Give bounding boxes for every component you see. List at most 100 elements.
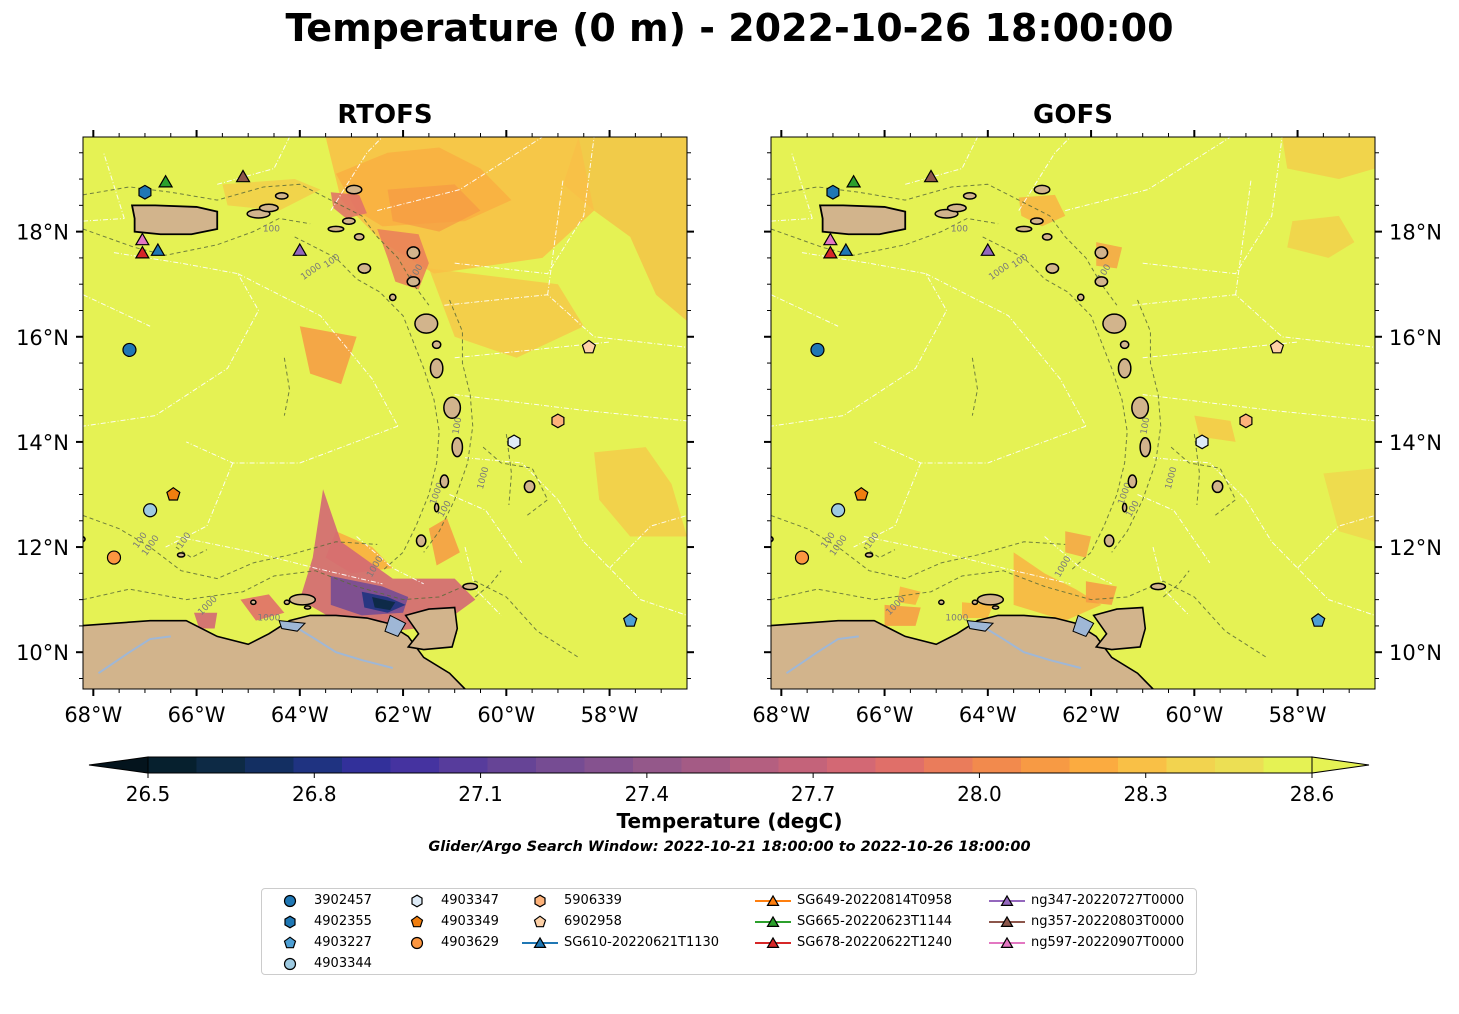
eez-boundary-line <box>863 536 1071 585</box>
legend-label: 4903227 <box>314 935 372 950</box>
island <box>406 276 421 288</box>
x-tick-label: 60°W <box>1165 703 1223 727</box>
y-tick-label: 16°N <box>16 326 69 350</box>
colorbar-tick-label: 27.4 <box>625 782 670 806</box>
lake <box>278 620 307 632</box>
x-tick-label: 64°W <box>959 703 1017 727</box>
eez-boundary-line <box>186 425 399 464</box>
land-south-america <box>771 614 1154 689</box>
colorbar-segment <box>390 757 440 773</box>
x-tick-label: 62°W <box>1062 703 1120 727</box>
island <box>971 599 979 606</box>
search-window-note: Glider/Argo Search Window: 2022-10-21 18… <box>428 839 1031 855</box>
obs-marker-5906339 <box>551 413 565 429</box>
temperature-region <box>1287 215 1355 258</box>
x-tick-label: 68°W <box>752 703 810 727</box>
obs-marker-SG678-20220622T1240 <box>134 245 150 259</box>
eez-boundary-line <box>853 462 922 548</box>
temperature-region <box>563 137 687 321</box>
legend-symbol-triangle <box>766 936 780 948</box>
obs-marker-4903227 <box>622 613 638 627</box>
temperature-region <box>884 604 921 626</box>
temperature-region <box>193 612 218 629</box>
colorbar-segment <box>1215 757 1265 773</box>
isobath-label: 100 <box>451 416 464 435</box>
legend-marker <box>522 936 558 948</box>
island <box>1150 582 1167 591</box>
island <box>341 217 356 226</box>
island <box>443 396 462 420</box>
colorbar-segment <box>827 757 877 773</box>
legend-label: SG610-20220621T1130 <box>564 935 720 950</box>
y-tick-label: 12°N <box>1389 536 1442 560</box>
colorbar-segment <box>245 757 295 773</box>
colorbar-segment <box>875 757 925 773</box>
colorbar-segment <box>1118 757 1168 773</box>
legend-marker <box>284 915 296 929</box>
legend-symbol-triangle <box>766 915 780 927</box>
y-tick-label: 10°N <box>1389 641 1442 665</box>
legend-marker <box>755 936 791 948</box>
colorbar-tick-label: 28.6 <box>1290 782 1335 806</box>
eez-boundary-line <box>330 137 383 211</box>
island-puerto-rico <box>130 204 219 236</box>
eez-boundary-line <box>103 152 125 219</box>
isobath-contour <box>175 546 208 559</box>
island <box>283 599 291 606</box>
island <box>1139 436 1152 458</box>
island-puerto-rico <box>818 204 907 236</box>
obs-marker-ng357-20220803T0000 <box>235 169 251 183</box>
lake <box>966 620 995 632</box>
lake <box>1072 614 1095 638</box>
legend-symbol-pentagon <box>283 936 297 949</box>
eez-boundary-line <box>464 457 559 501</box>
island <box>303 605 312 610</box>
legend-label: 4903347 <box>441 893 499 908</box>
temperature-region <box>1065 531 1092 558</box>
colorbar-tick-label: 26.8 <box>292 782 337 806</box>
colorbar: 26.5 26.8 27.1 27.4 27.7 28.0 28.3 28.6 <box>88 756 1370 806</box>
legend-marker <box>410 915 424 928</box>
island <box>1094 276 1109 288</box>
legend-label: 4903349 <box>441 914 499 929</box>
isobath-contour <box>283 357 291 416</box>
island <box>1103 534 1115 548</box>
temperature-region <box>1323 468 1375 542</box>
legend-symbol-hexagon <box>284 915 296 929</box>
isobath-contour <box>982 236 1128 572</box>
obs-marker-SG610-20220621T1130 <box>150 242 166 256</box>
island <box>83 535 86 543</box>
legend-label: ng597-20220907T0000 <box>1031 935 1185 950</box>
temperature-region <box>377 229 429 290</box>
temperature-region <box>330 192 367 219</box>
legend-label: ng357-20220803T0000 <box>1031 914 1185 929</box>
eez-boundary-line <box>449 494 523 564</box>
island <box>946 203 967 213</box>
legend-marker <box>410 936 424 950</box>
island <box>439 474 450 489</box>
island <box>1127 474 1138 489</box>
temperature-region <box>897 586 921 605</box>
island <box>250 599 257 606</box>
isobath-contour <box>971 357 979 416</box>
island <box>176 552 186 558</box>
map-frame <box>82 136 688 690</box>
colorbar-segment <box>1166 757 1216 773</box>
y-tick-label: 14°N <box>16 431 69 455</box>
colorbar-segment <box>487 757 537 773</box>
obs-marker-ng597-20220907T0000 <box>134 232 150 246</box>
obs-marker-6902958 <box>581 339 597 354</box>
obs-marker-4902355 <box>826 184 840 200</box>
obs-marker-SG678-20220622T1240 <box>822 245 838 259</box>
colorbar-segment <box>1263 757 1313 773</box>
island <box>1076 293 1085 302</box>
legend-label: 6902958 <box>564 914 622 929</box>
obs-marker-4903629 <box>106 550 122 565</box>
island-trinidad <box>1092 606 1147 651</box>
island <box>991 605 1000 610</box>
y-tick-label: 12°N <box>16 536 69 560</box>
x-tick-label: 62°W <box>374 703 432 727</box>
isobath-contour <box>1163 570 1190 598</box>
legend-label: 5906339 <box>564 893 622 908</box>
temperature-region <box>372 597 396 611</box>
